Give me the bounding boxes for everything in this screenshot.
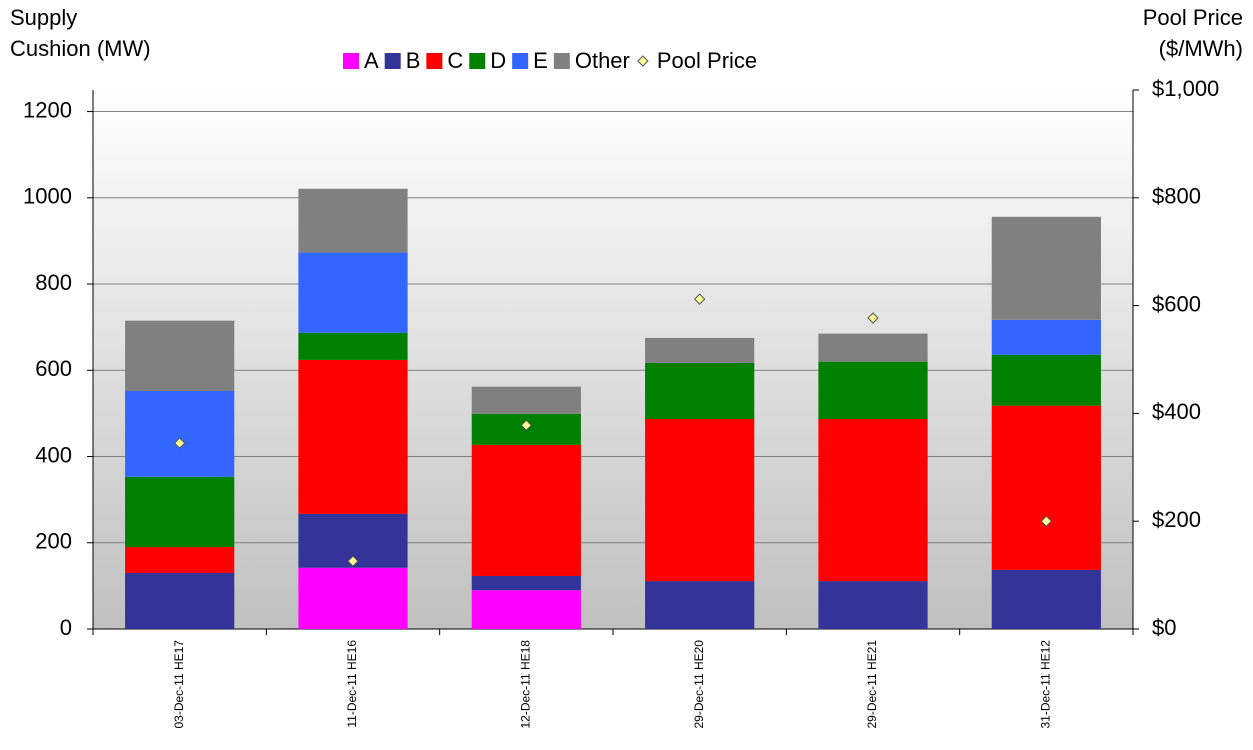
bar-segment (818, 361, 928, 420)
bar-segment (298, 252, 408, 333)
legend-label: C (447, 48, 463, 73)
price-marker (867, 312, 879, 324)
legend-label: D (490, 48, 506, 73)
bar-segment (125, 390, 235, 477)
legend-swatch (553, 53, 570, 69)
legend-swatch (343, 53, 359, 69)
y2-tick-label: $0 (1152, 615, 1176, 640)
legend-swatch (469, 53, 486, 69)
y-tick-label: 800 (35, 270, 72, 295)
y2-tick-label: $400 (1152, 399, 1201, 424)
bar-segment (818, 333, 928, 362)
y-axis-title: Cushion (MW) (10, 36, 151, 61)
legend-label: Pool Price (657, 48, 757, 73)
plot-area (93, 90, 1133, 629)
bar-segment (298, 567, 408, 629)
y-tick-label: 400 (35, 442, 72, 467)
bar-segment (645, 581, 755, 629)
price-marker (693, 293, 706, 305)
legend-swatch (384, 53, 401, 69)
y2-tick-label: $600 (1152, 291, 1201, 316)
legend-marker (637, 55, 649, 67)
price-marker (1040, 515, 1053, 527)
y2-axis-title: ($/MWh) (1159, 36, 1243, 61)
bar-segment (471, 590, 581, 629)
y2-tick-label: $800 (1152, 184, 1201, 209)
bar-segment (125, 547, 235, 573)
bar-segment (645, 362, 755, 420)
price-marker (520, 419, 533, 431)
price-marker (347, 555, 359, 567)
y2-axis-title: Pool Price (1143, 5, 1243, 30)
legend-swatch (426, 53, 443, 69)
bar-segment (125, 320, 235, 391)
bar-segment (991, 354, 1101, 406)
x-tick-label: 29-Dec-11 HE21 (865, 640, 879, 729)
legend-label: Other (575, 48, 630, 73)
legend-label: E (533, 48, 548, 73)
legend-swatch (512, 53, 529, 69)
bar-segment (125, 476, 235, 548)
bar-segment (645, 419, 755, 582)
bar-segment (991, 569, 1101, 629)
bar-segment (471, 575, 581, 591)
y-tick-label: 200 (35, 529, 72, 554)
legend-label: A (364, 48, 379, 73)
y2-tick-label: $1,000 (1152, 76, 1219, 101)
bar-segment (471, 444, 581, 576)
x-tick-label: 31-Dec-11 HE12 (1039, 640, 1053, 729)
y-tick-label: 1000 (23, 184, 72, 209)
bar-segment (991, 319, 1101, 355)
price-marker (173, 437, 186, 449)
bar-segment (818, 419, 928, 582)
x-tick-label: 29-Dec-11 HE20 (692, 640, 706, 729)
bar-segment (298, 188, 408, 253)
bar-segment (125, 572, 235, 629)
x-tick-label: 11-Dec-11 HE16 (345, 640, 359, 728)
y-tick-label: 600 (35, 356, 72, 381)
bar-segment (645, 337, 755, 363)
y-tick-label: 0 (60, 615, 72, 640)
x-tick-label: 03-Dec-11 HE17 (172, 640, 186, 729)
bar-segment (991, 405, 1101, 570)
bar-segment (991, 216, 1101, 320)
y-axis-title: Supply (10, 5, 77, 30)
legend-label: B (406, 48, 421, 73)
bar-segment (471, 386, 581, 414)
bar-segment (818, 581, 928, 629)
bar-segment (298, 332, 408, 360)
y-tick-label: 1200 (23, 97, 72, 122)
bar-segment (298, 359, 408, 514)
y2-tick-label: $200 (1152, 507, 1201, 532)
x-tick-label: 12-Dec-11 HE18 (519, 640, 533, 729)
